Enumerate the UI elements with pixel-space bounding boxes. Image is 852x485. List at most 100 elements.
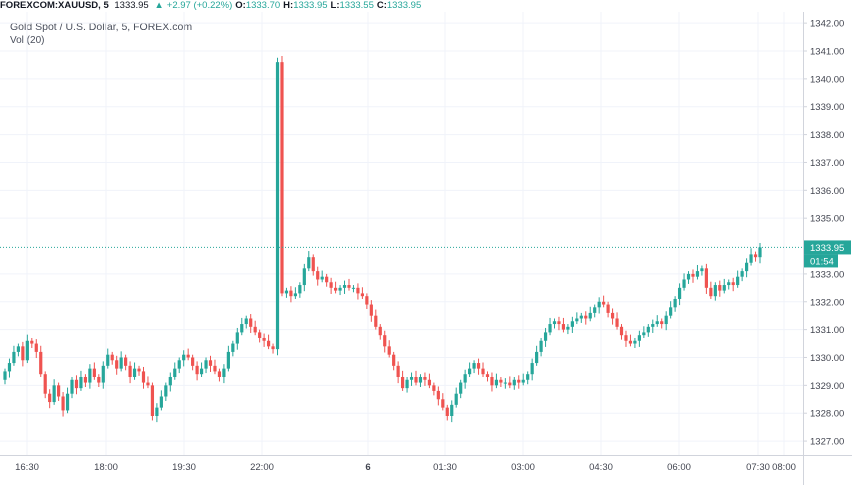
candle-body [695,271,700,277]
candle [271,343,275,354]
candle [159,390,163,411]
candle [521,373,525,386]
candle-body [423,376,427,380]
candle [298,282,302,298]
candle [3,368,7,385]
candle-body [633,340,637,344]
candles [3,56,762,423]
candle-body [517,379,521,383]
price-chart[interactable]: 1333.95 01:54 1342.00 1341.00 1340.00 1339.0… [0,12,852,485]
candle-body [503,382,507,384]
candle-body [106,354,110,366]
candle-body [79,376,83,389]
candle [39,345,43,377]
candle-body [280,62,284,294]
candle [566,324,570,335]
candle [177,357,181,374]
candle-body [289,290,293,297]
candle-body [414,376,418,383]
x-tick-label: 08:00 [772,462,796,473]
candle [164,382,168,401]
candle-body [436,390,440,400]
candle-body [21,346,25,361]
candle-body [682,279,686,288]
candle-body [119,357,123,369]
candle-body [92,368,96,377]
candle-body [226,351,230,369]
candle [454,387,458,408]
candle-body [508,382,512,386]
candle-body [642,332,646,336]
candle [275,57,280,356]
candle [642,326,646,338]
symbol-name[interactable]: FOREXCOM:XAUUSD, 5 [0,0,109,11]
candle [347,278,351,291]
candle-body [177,360,181,369]
candle-body [646,326,650,333]
candle [392,351,396,371]
y-tick-label: 1327.00 [810,437,844,448]
candle [664,311,668,331]
candle-body [97,376,101,383]
candle-body [70,379,74,394]
candle [351,285,356,293]
candle-body [369,304,373,316]
y-tick-label: 1335.00 [810,214,844,225]
x-tick-label: 16:30 [15,462,39,473]
candle [432,382,436,396]
y-tick-label: 1330.00 [810,353,844,364]
candle-body [409,376,414,380]
candle-body [637,335,641,341]
candle-body [575,318,579,322]
candle [57,382,61,401]
candle [709,281,713,299]
last-price-text: 1333.95 [114,0,149,11]
candle-body [191,357,195,366]
candle [660,318,664,329]
candle-body [146,382,150,386]
candle [231,340,235,357]
candle-body [566,326,570,330]
candle-body [704,268,708,288]
candle [266,334,271,350]
candle [552,318,557,329]
candle-body [418,376,423,383]
candle-body [253,326,257,333]
candle-body [88,368,92,383]
candle [713,282,717,301]
candle-body [468,368,472,375]
candle-body [700,268,704,272]
candle [494,373,499,389]
candle [633,337,637,349]
candle [557,316,561,331]
candle [414,370,418,386]
candle-body [302,268,306,286]
candle-body [463,374,467,383]
candle-body [459,382,463,394]
candle [673,296,677,312]
candle [383,330,387,353]
series-title[interactable]: Gold Spot / U.S. Dollar, 5, FOREX.com [10,21,193,33]
candle [253,320,257,336]
candle-body [159,396,163,408]
x-tick-label: 03:00 [511,462,535,473]
candle [646,324,650,337]
candle-body [168,376,172,386]
open-label: O: [235,0,246,11]
candle [325,273,329,287]
x-tick-label: 04:30 [589,462,613,473]
candle [374,309,378,330]
candle-body [275,62,280,350]
candle-body [602,301,606,305]
candle [30,337,34,349]
candle [150,382,155,421]
candle [329,277,333,294]
candle-body [320,276,324,280]
candle [70,376,74,399]
candle-body [713,285,717,297]
x-tick-label: 06:00 [667,462,691,473]
candle-body [137,368,141,372]
high-value: 1333.95 [293,0,328,11]
candle-body [548,324,552,333]
candle-body [736,276,740,286]
